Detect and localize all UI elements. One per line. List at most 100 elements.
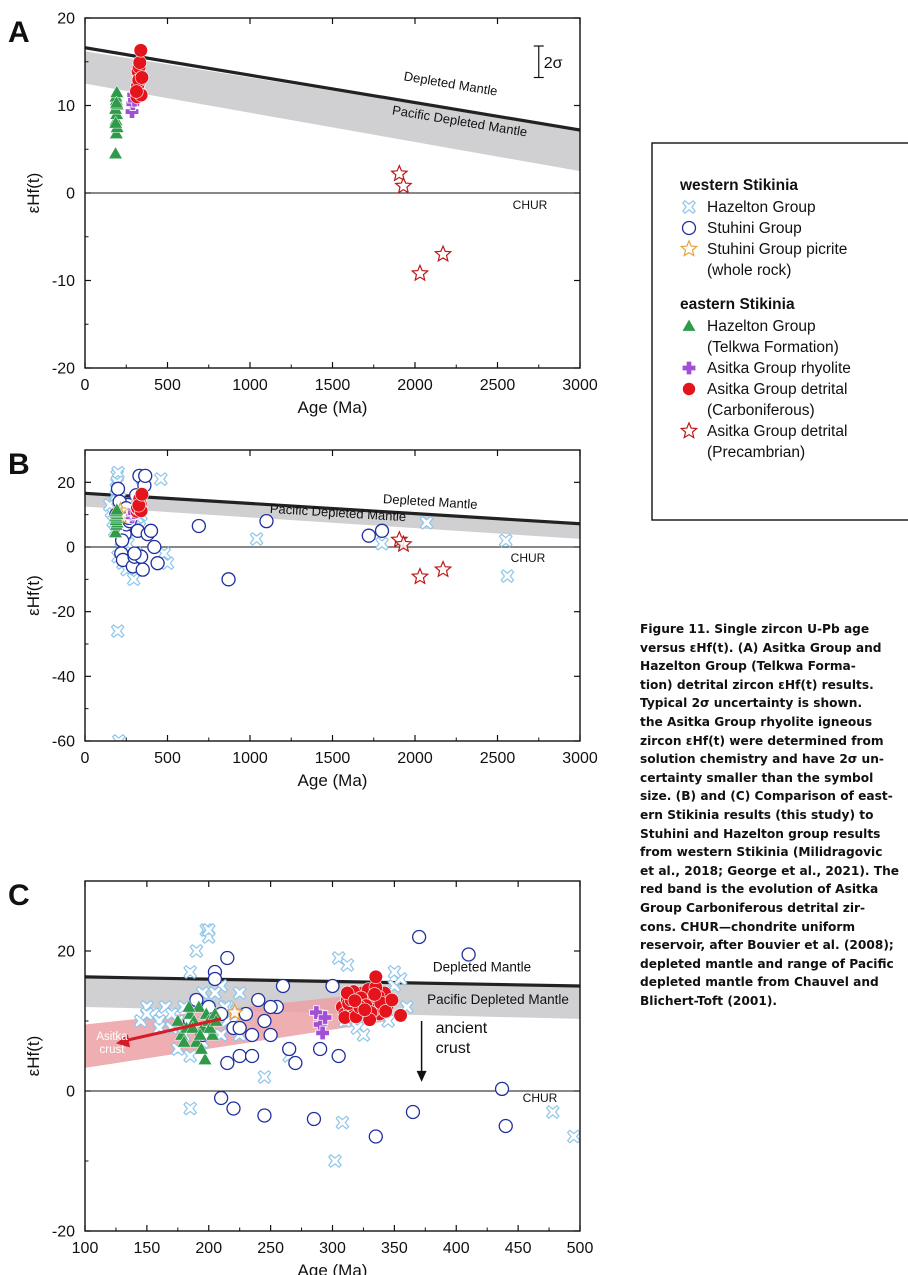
- x-tick-label: 3000: [562, 377, 598, 394]
- x-tick-label: 100: [72, 1240, 99, 1257]
- data-point: [361, 528, 376, 543]
- y-tick-label: 20: [57, 944, 75, 961]
- data-point: [202, 1020, 218, 1034]
- caption-line: Blichert-Toft (2001).: [640, 993, 778, 1008]
- data-point: [327, 1154, 342, 1168]
- data-point: [189, 1034, 204, 1048]
- data-point: [150, 556, 165, 571]
- data-point: [232, 1048, 247, 1064]
- data-point: [220, 950, 235, 966]
- caption-line: ern Stikinia results (this study) to: [640, 807, 874, 822]
- legend-marker-circle-open: [681, 220, 697, 236]
- error-bar-label: 2σ: [544, 55, 563, 72]
- caption-line: depleted mantle and range of Pacific: [640, 956, 894, 971]
- data-point: [368, 969, 383, 985]
- legend-label: (Carboniferous): [707, 402, 815, 419]
- ancient-crust-arrowhead: [416, 1070, 427, 1082]
- x-tick-label: 400: [443, 1240, 470, 1257]
- series-picrite: [225, 1002, 244, 1021]
- x-axis-label: Age (Ma): [298, 1261, 368, 1275]
- depleted-mantle-line: [85, 491, 580, 526]
- data-point: [306, 1111, 322, 1127]
- x-tick-label: 450: [505, 1240, 532, 1257]
- legend-label: Hazelton Group: [707, 318, 816, 335]
- x-tick-label: 1000: [232, 750, 268, 767]
- asitka-crust-arrow: [123, 1017, 222, 1043]
- data-point: [108, 525, 123, 538]
- data-point: [410, 567, 430, 585]
- series-carbon: [129, 43, 150, 104]
- asitka-crust-arrowhead: [115, 1034, 130, 1048]
- panel-letter: B: [8, 448, 30, 481]
- plot-area: [85, 465, 580, 741]
- y-axis-label: εHf(t): [24, 575, 43, 616]
- data-point: [108, 146, 123, 159]
- x-tick-label: 0: [81, 377, 90, 394]
- chur-label: CHUR: [513, 198, 548, 212]
- panel-letter: A: [8, 16, 30, 49]
- x-tick-label: 2500: [480, 377, 516, 394]
- plot-frame: [84, 449, 581, 742]
- data-point: [191, 518, 207, 534]
- data-point: [108, 115, 123, 129]
- y-tick-label: -20: [52, 604, 75, 621]
- x-tick-label: 2000: [397, 750, 433, 767]
- caption-line: versus εHf(t). (A) Asitka Group and: [640, 640, 882, 655]
- legend-marker-star-open: [679, 239, 699, 257]
- x-tick-label: 1500: [315, 377, 351, 394]
- series-precam: [390, 530, 453, 585]
- y-tick-label: 20: [57, 475, 75, 492]
- legend-marker-cross: [682, 200, 696, 214]
- series-east_hazelton: [170, 999, 224, 1065]
- caption-line: depleted mantle from Chauvel and: [640, 975, 879, 990]
- depleted-mantle-label: Depleted Mantle: [433, 959, 531, 974]
- data-point: [132, 55, 147, 70]
- asitka-crust-label-2: crust: [100, 1044, 126, 1056]
- series-rhyolite: [309, 1005, 333, 1041]
- legend-label: Hazelton Group: [707, 199, 816, 216]
- x-tick-label: 0: [81, 750, 90, 767]
- x-tick-label: 150: [134, 1240, 161, 1257]
- data-point: [153, 472, 168, 487]
- x-tick-label: 3000: [562, 750, 598, 767]
- data-point: [134, 487, 150, 502]
- caption-line: Group Carboniferous detrital zir-: [640, 900, 866, 915]
- data-point: [134, 70, 150, 85]
- data-point: [257, 1070, 272, 1084]
- data-point: [288, 1055, 303, 1071]
- caption-line: from western Stikinia (Milidragovic: [640, 845, 883, 860]
- series-east_hazelton: [108, 502, 125, 538]
- data-point: [192, 1027, 208, 1041]
- caption-line: Typical 2σ uncertainty is shown.: [640, 696, 863, 711]
- data-point: [312, 1041, 328, 1057]
- data-point: [494, 1081, 510, 1097]
- data-point: [225, 1002, 244, 1021]
- data-point: [238, 1006, 254, 1022]
- caption-line: certainty smaller than the symbol: [640, 770, 874, 785]
- data-point: [325, 978, 340, 994]
- legend-label: Asitka Group detrital: [707, 381, 847, 398]
- legend-marker-circle: [682, 382, 696, 396]
- data-point: [244, 1027, 260, 1043]
- data-point: [545, 1105, 560, 1119]
- asitka-crust-label-1: Asitka: [96, 1031, 128, 1043]
- plot-area: [85, 43, 580, 282]
- depleted-mantle-line: [85, 46, 580, 132]
- data-point: [356, 1028, 371, 1042]
- chur-label: CHUR: [511, 551, 546, 565]
- ancient-crust-label-2: crust: [436, 1040, 471, 1057]
- legend-label: (Telkwa Formation): [707, 339, 839, 356]
- data-point: [375, 536, 389, 551]
- data-point: [263, 1027, 278, 1043]
- caption-line: Figure 11. Single zircon U-Pb age: [640, 622, 870, 636]
- data-point: [183, 1101, 198, 1116]
- x-tick-label: 350: [381, 1240, 408, 1257]
- data-point: [170, 1013, 186, 1027]
- data-point: [347, 993, 362, 1008]
- caption-line: tion) detrital zircon εHf(t) results.: [640, 677, 874, 692]
- panel-letter: C: [8, 879, 30, 912]
- x-tick-label: 1500: [315, 750, 351, 767]
- data-point: [133, 43, 148, 58]
- data-point: [181, 999, 197, 1013]
